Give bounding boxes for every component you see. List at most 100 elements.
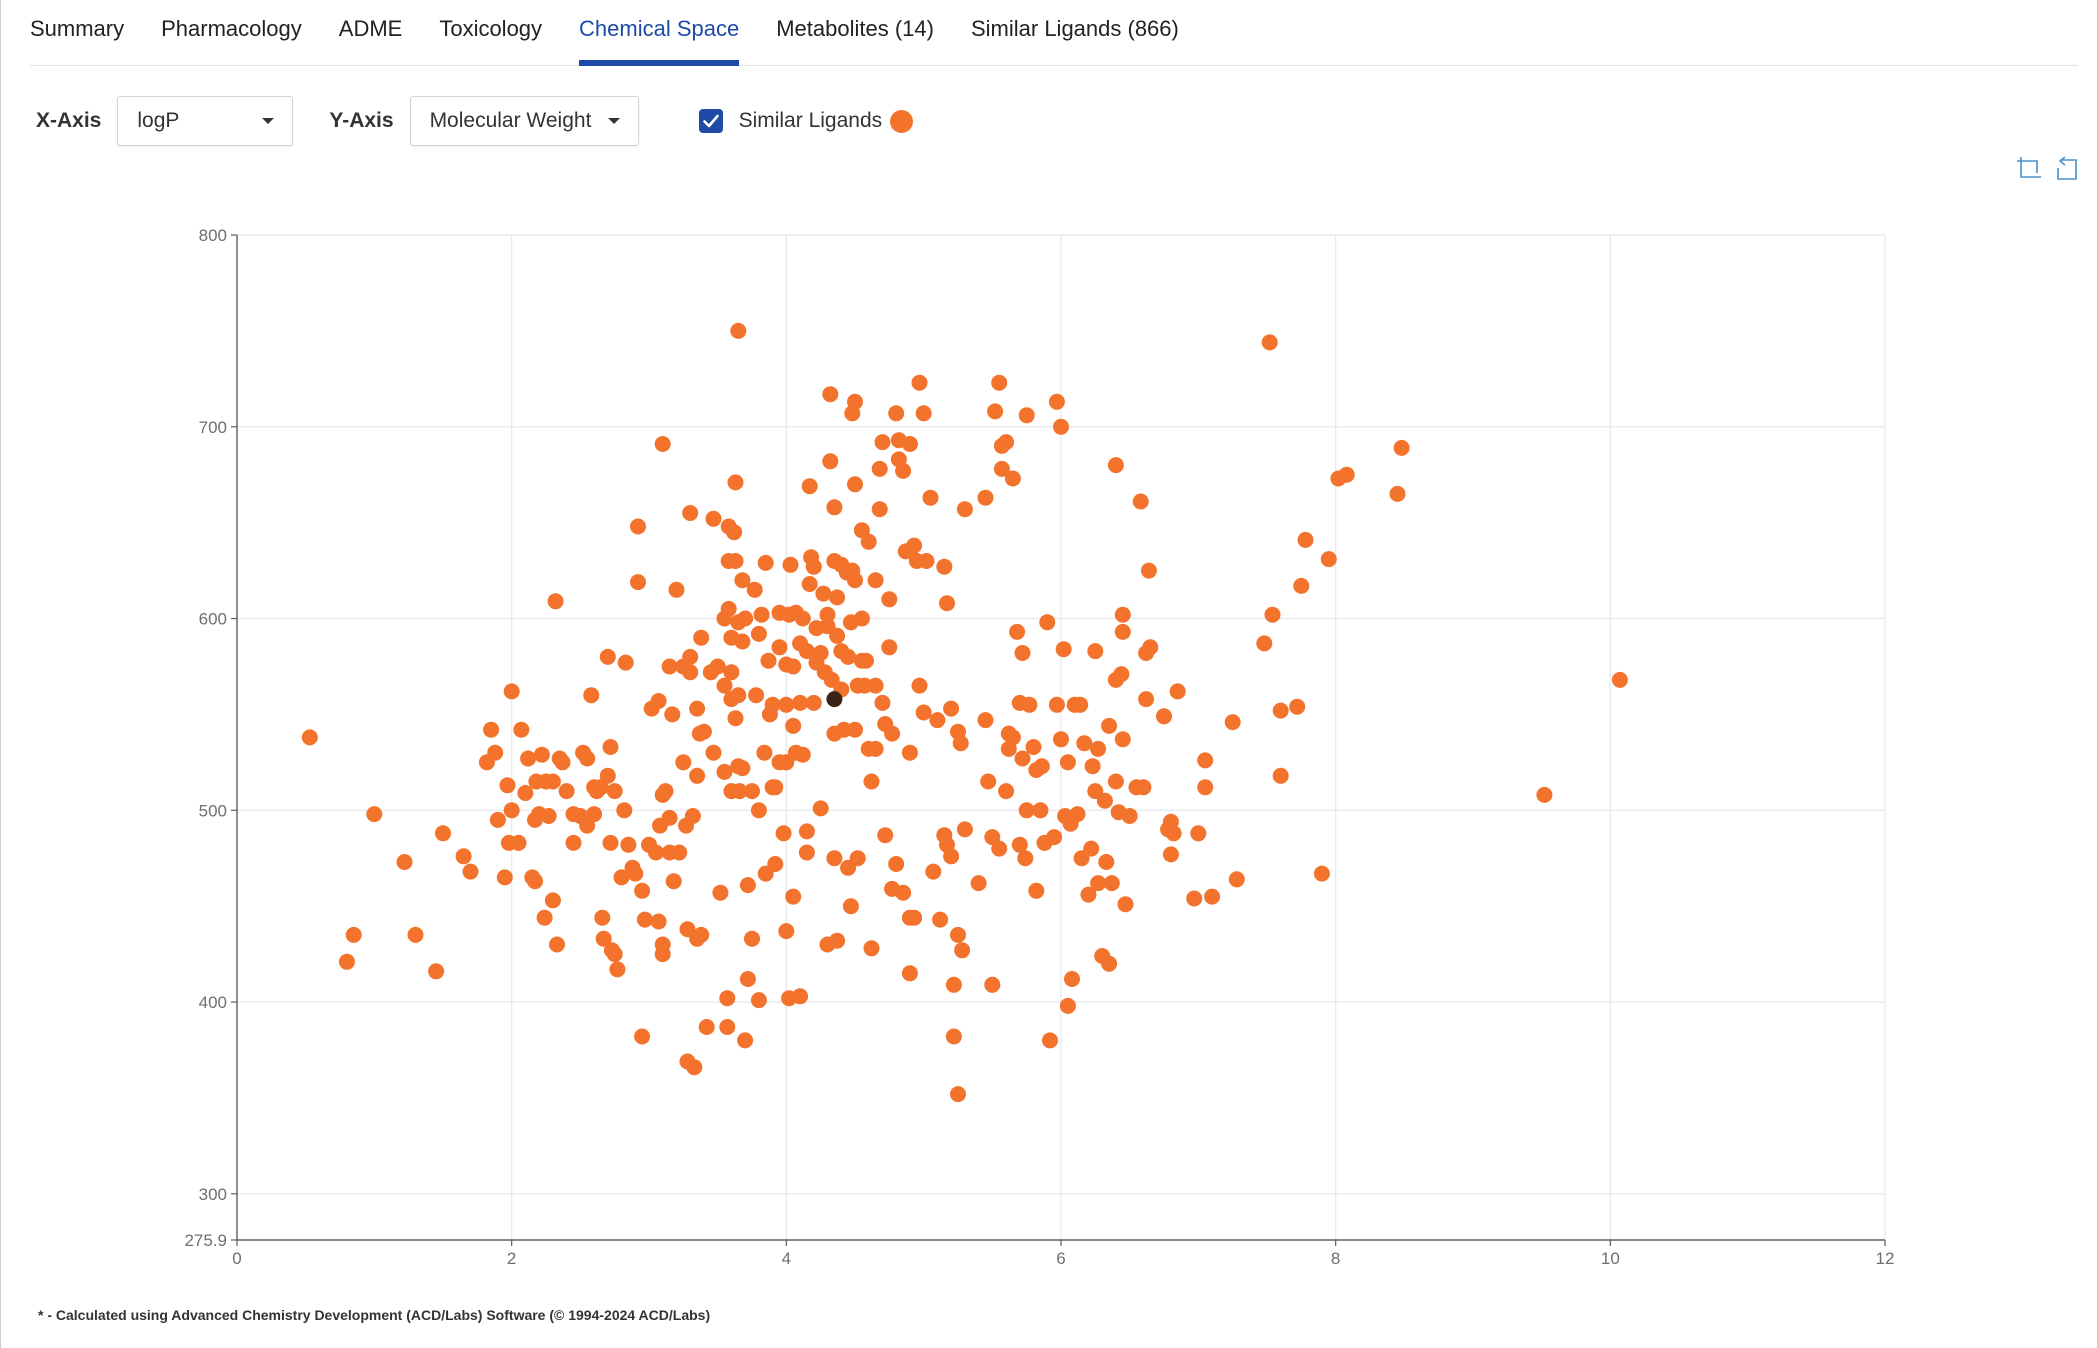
similar-ligand-point[interactable] (1338, 466, 1355, 483)
similar-ligand-point[interactable] (1224, 714, 1241, 731)
similar-ligand-point[interactable] (815, 585, 832, 602)
similar-ligand-point[interactable] (455, 848, 472, 865)
similar-ligand-point[interactable] (977, 489, 994, 506)
similar-ligand-point[interactable] (684, 808, 701, 824)
similar-ligand-point[interactable] (901, 965, 918, 982)
similar-ligand-point[interactable] (1069, 806, 1086, 823)
similar-ligand-point[interactable] (1059, 754, 1076, 771)
similar-ligand-point[interactable] (547, 593, 564, 610)
similar-ligand-point[interactable] (716, 677, 733, 694)
similar-ligand-point[interactable] (345, 926, 362, 943)
similar-ligand-point[interactable] (1114, 731, 1131, 748)
similar-ligand-point[interactable] (1018, 802, 1035, 819)
similar-ligand-point[interactable] (829, 627, 846, 644)
similar-ligand-point[interactable] (665, 873, 682, 890)
similar-ligand-point[interactable] (1156, 708, 1172, 725)
similar-ligand-point[interactable] (760, 652, 777, 669)
zoom-reset-icon[interactable] (2054, 156, 2080, 182)
similar-ligand-point[interactable] (918, 553, 935, 569)
similar-ligand-point[interactable] (719, 1019, 736, 1035)
similar-ligand-point[interactable] (734, 633, 751, 650)
similar-ligand-point[interactable] (1032, 802, 1049, 819)
similar-ligand-point[interactable] (527, 873, 543, 890)
similar-ligand-point[interactable] (496, 869, 513, 886)
similar-ligand-point[interactable] (888, 405, 905, 422)
similar-ligand-point[interactable] (513, 721, 530, 738)
similar-ligand-point[interactable] (558, 783, 575, 800)
similar-ligand-point[interactable] (1090, 740, 1107, 757)
similar-ligand-point[interactable] (734, 760, 751, 777)
similar-ligand-point[interactable] (956, 501, 973, 518)
similar-ligand-point[interactable] (689, 700, 706, 717)
similar-ligand-point[interactable] (739, 877, 756, 894)
similar-ligand-point[interactable] (925, 863, 942, 880)
similar-ligand-point[interactable] (1197, 779, 1214, 796)
similar-ligand-point[interactable] (805, 558, 822, 575)
similar-ligand-point[interactable] (705, 744, 722, 761)
similar-ligand-point[interactable] (698, 1019, 715, 1035)
similar-ligand-point[interactable] (731, 783, 748, 800)
similar-ligand-point[interactable] (1014, 645, 1031, 661)
similar-ligand-point[interactable] (748, 687, 765, 704)
similar-ligand-point[interactable] (716, 763, 733, 780)
similar-ligand-point[interactable] (744, 783, 760, 800)
similar-ligand-point[interactable] (1053, 731, 1069, 748)
similar-ligand-point[interactable] (682, 648, 699, 665)
similar-ligand-point[interactable] (1018, 407, 1035, 424)
similar-ligand-point[interactable] (1393, 439, 1410, 456)
similar-ligand-point[interactable] (801, 576, 818, 592)
similar-ligand-point[interactable] (726, 524, 743, 541)
similar-ligand-point[interactable] (950, 1086, 966, 1103)
similar-ligand-point[interactable] (860, 533, 877, 550)
similar-ligand-point[interactable] (871, 460, 888, 477)
tab-adme[interactable]: ADME (338, 16, 403, 41)
similar-ligand-point[interactable] (750, 625, 767, 642)
similar-ligand-point[interactable] (739, 971, 756, 987)
similar-ligand-point[interactable] (877, 827, 894, 844)
similar-ligand-point[interactable] (730, 687, 747, 704)
similar-ligand-point[interactable] (1011, 836, 1028, 853)
similar-ligand-point[interactable] (487, 744, 504, 761)
similar-ligand-point[interactable] (1272, 767, 1289, 784)
similar-ligand-point[interactable] (1101, 955, 1118, 972)
similar-ligand-point[interactable] (911, 374, 928, 391)
similar-ligand-point[interactable] (723, 664, 740, 681)
similar-ligand-point[interactable] (987, 403, 1004, 420)
similar-ligand-point[interactable] (634, 1028, 651, 1045)
similar-ligand-point[interactable] (565, 834, 582, 851)
similar-ligand-point[interactable] (794, 610, 811, 627)
similar-ligand-point[interactable] (915, 405, 932, 422)
similar-ligand-point[interactable] (906, 537, 923, 554)
similar-ligand-point[interactable] (1064, 971, 1080, 987)
similar-ligand-point[interactable] (1132, 493, 1149, 510)
similar-ligand-point[interactable] (650, 693, 667, 709)
similar-ligand-point[interactable] (1138, 691, 1155, 708)
similar-ligand-point[interactable] (856, 677, 873, 694)
similar-ligand-point[interactable] (956, 821, 973, 838)
similar-ligand-point[interactable] (1611, 671, 1628, 688)
similar-ligand-point[interactable] (884, 725, 901, 742)
similar-ligand-point[interactable] (483, 721, 500, 738)
similar-ligand-point[interactable] (620, 836, 637, 853)
similar-ligand-point[interactable] (911, 677, 928, 694)
similar-ligand-point[interactable] (664, 706, 681, 723)
similar-ligand-point[interactable] (943, 700, 960, 717)
similar-ligand-point[interactable] (863, 940, 880, 957)
similar-ligand-point[interactable] (650, 913, 667, 930)
similar-ligand-point[interactable] (1313, 865, 1330, 882)
similar-ligand-point[interactable] (586, 806, 603, 823)
similar-ligand-point[interactable] (847, 572, 863, 589)
similar-ligand-point[interactable] (792, 694, 809, 711)
similar-ligand-point[interactable] (675, 754, 692, 771)
similar-ligand-point[interactable] (991, 840, 1008, 857)
similar-ligand-point[interactable] (950, 926, 966, 943)
similar-ligand-point[interactable] (599, 648, 616, 665)
similar-ligand-point[interactable] (1021, 696, 1038, 713)
similar-ligand-point[interactable] (1293, 577, 1310, 594)
similar-ligand-point[interactable] (1087, 643, 1104, 660)
scatter-chart[interactable]: 275.9 300 400 500 600 700 800 0 2 4 6 8 10 12 (0, 200, 2098, 1280)
similar-ligand-point[interactable] (606, 946, 623, 963)
similar-ligand-point[interactable] (785, 717, 802, 734)
similar-ligand-point[interactable] (998, 783, 1015, 800)
similar-ligand-point[interactable] (932, 911, 949, 928)
